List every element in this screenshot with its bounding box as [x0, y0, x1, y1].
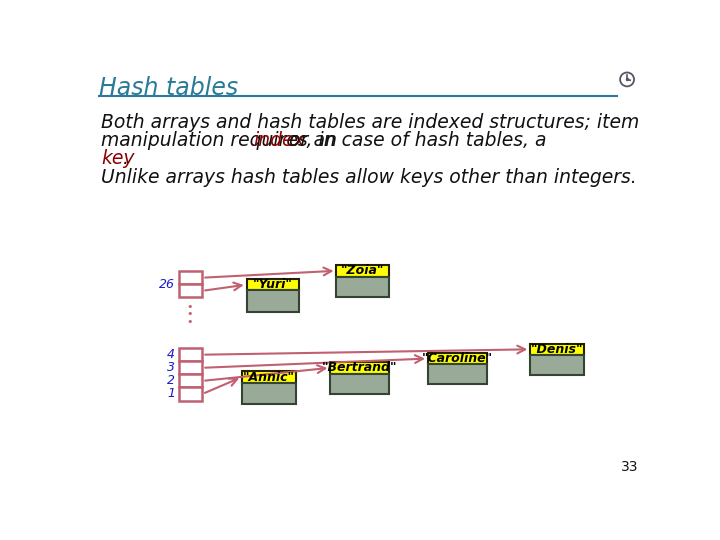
Bar [336, 276, 389, 296]
Bar [246, 279, 300, 291]
Text: "Bertrand": "Bertrand" [322, 361, 397, 374]
Text: •: • [186, 301, 192, 312]
Text: •: • [186, 309, 192, 319]
Text: "Zoia": "Zoia" [341, 264, 384, 277]
Text: 33: 33 [621, 461, 639, 475]
Text: index: index [253, 131, 305, 150]
Bar [242, 383, 296, 404]
Bar [530, 343, 585, 355]
Text: "Caroline": "Caroline" [422, 352, 493, 365]
Text: key: key [101, 150, 135, 168]
Bar [246, 291, 300, 312]
Bar [530, 355, 585, 375]
Bar [330, 374, 389, 394]
Bar [179, 361, 202, 374]
Text: 1: 1 [167, 388, 175, 401]
Bar [336, 265, 389, 276]
Bar [179, 374, 202, 387]
Bar [330, 362, 389, 374]
Bar [179, 284, 202, 298]
Text: Unlike arrays hash tables allow keys other than integers.: Unlike arrays hash tables allow keys oth… [101, 168, 636, 187]
Bar [179, 271, 202, 284]
Text: •: • [186, 317, 192, 327]
Text: manipulation requires an: manipulation requires an [101, 131, 343, 150]
Text: Both arrays and hash tables are indexed structures; item: Both arrays and hash tables are indexed … [101, 112, 639, 132]
Text: "Denis": "Denis" [531, 343, 584, 356]
Text: Hash tables: Hash tables [99, 76, 238, 99]
Text: 3: 3 [167, 361, 175, 374]
Text: or, in case of hash tables, a: or, in case of hash tables, a [283, 131, 546, 150]
Bar [428, 364, 487, 384]
Text: .: . [122, 150, 129, 168]
Bar [179, 387, 202, 401]
Text: 4: 4 [167, 348, 175, 361]
Bar [428, 353, 487, 364]
Text: 2: 2 [167, 374, 175, 387]
Text: "Yuri": "Yuri" [253, 278, 293, 291]
Bar [242, 372, 296, 383]
Text: "Annic": "Annic" [243, 370, 295, 383]
Bar [179, 348, 202, 361]
Text: 26: 26 [159, 278, 175, 291]
